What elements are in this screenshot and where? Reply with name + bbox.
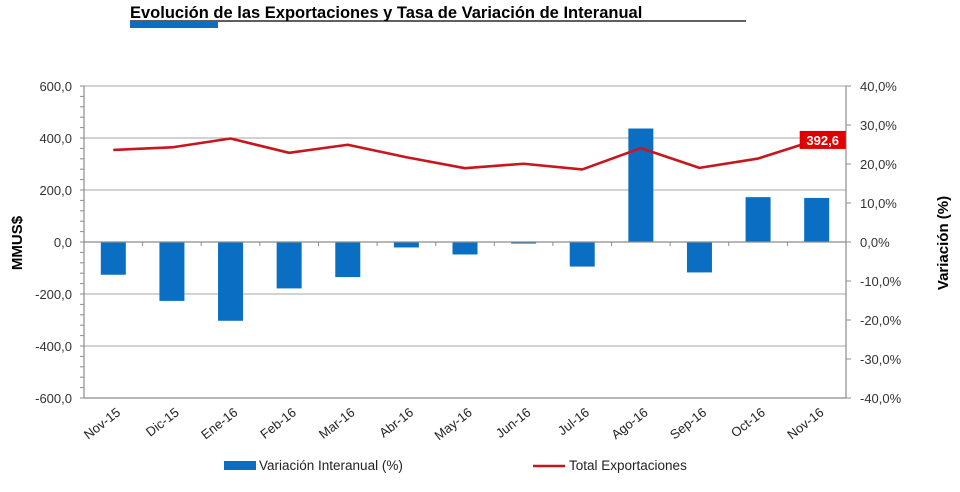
- legend-label-bar: Variación Interanual (%): [259, 458, 403, 473]
- right-axis-ticks: 40,0% 30,0% 20,0% 10,0% 0,0% -10,0% -20,0% -30,…: [860, 79, 902, 406]
- right-tick-label: 30,0%: [860, 118, 897, 133]
- bar-oct-16: [745, 197, 771, 242]
- bar-abr-16: [393, 242, 419, 248]
- left-tick-label: -400,0: [35, 339, 72, 354]
- category-label-oct-16: Oct-16: [728, 405, 768, 441]
- category-label-ene-16: Ene-16: [198, 405, 240, 443]
- left-tick-label: -600,0: [35, 391, 72, 406]
- right-tick-label: 10,0%: [860, 196, 897, 211]
- chart-title: Evolución de las Exportaciones y Tasa de…: [130, 4, 642, 22]
- data-label-box: [799, 130, 846, 149]
- axes: [80, 85, 851, 399]
- category-label-sep-16: Sep-16: [667, 405, 709, 443]
- legend: Variación Interanual (%) Total Exportaci…: [224, 458, 687, 473]
- bar-sep-16: [686, 242, 712, 273]
- category-label-jul-16: Jul-16: [555, 405, 592, 439]
- bar-nov-15: [100, 242, 126, 275]
- left-axis-title: MMUS$: [9, 215, 26, 270]
- category-label-nov-16: Nov-16: [784, 405, 826, 443]
- category-label-mar-16: Mar-16: [316, 405, 358, 442]
- left-tick-label: 0,0: [54, 235, 72, 250]
- category-label-nov-15: Nov-15: [81, 405, 123, 443]
- left-tick-label: -200,0: [35, 287, 72, 302]
- bar-jul-16: [569, 242, 595, 267]
- bar-ago-16: [628, 128, 654, 242]
- category-label-abr-16: Abr-16: [376, 405, 416, 441]
- left-axis-ticks: 600,0 400,0 200,0 0,0 -200,0 -400,0 -600,0: [35, 79, 72, 406]
- category-label-feb-16: Feb-16: [257, 405, 299, 442]
- category-label-may-16: May-16: [431, 405, 474, 444]
- bar-may-16: [452, 242, 478, 255]
- title-accent-bar: [130, 21, 218, 28]
- left-tick-label: 600,0: [39, 79, 72, 94]
- category-label-jun-16: Jun-16: [493, 405, 534, 441]
- bar-feb-16: [276, 242, 302, 289]
- right-tick-label: -30,0%: [860, 352, 902, 367]
- bar-mar-16: [335, 242, 361, 278]
- right-tick-label: -20,0%: [860, 313, 902, 328]
- category-label-dic-15: Dic-15: [143, 405, 182, 440]
- data-label: 392,6: [799, 130, 846, 149]
- right-tick-label: -40,0%: [860, 391, 902, 406]
- bar-ene-16: [218, 242, 244, 321]
- bar-series: [100, 128, 830, 321]
- right-tick-label: 20,0%: [860, 157, 897, 172]
- bar-nov-16: [804, 197, 830, 242]
- category-labels: Nov-15 Dic-15 Ene-16 Feb-16 Mar-16 Abr-16 May-…: [81, 405, 827, 444]
- gridlines: [84, 85, 846, 347]
- data-label-text: 392,6: [806, 133, 839, 148]
- line-total-exportaciones: [113, 137, 818, 171]
- right-tick-label: 0,0%: [860, 235, 890, 250]
- category-label-ago-16: Ago-16: [608, 405, 650, 443]
- bar-jun-16: [511, 242, 537, 244]
- bar-dic-15: [159, 242, 185, 301]
- legend-label-line: Total Exportaciones: [569, 458, 687, 473]
- left-tick-label: 400,0: [39, 131, 72, 146]
- legend-swatch-bar: [224, 461, 256, 470]
- left-tick-label: 200,0: [39, 183, 72, 198]
- right-axis-title: Variación (%): [935, 196, 952, 290]
- right-tick-label: 40,0%: [860, 79, 897, 94]
- line-series: [113, 137, 818, 171]
- right-tick-label: -10,0%: [860, 274, 902, 289]
